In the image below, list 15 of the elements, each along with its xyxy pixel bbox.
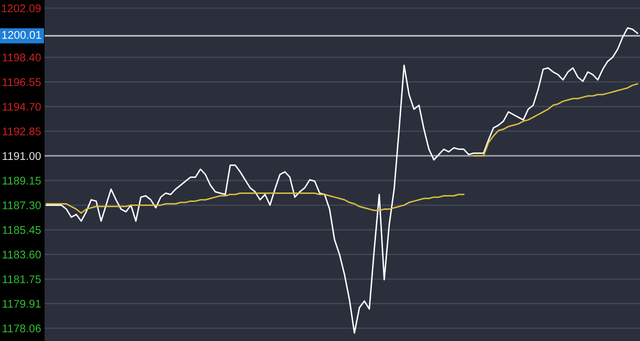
ref-line-label: 1200.01 — [2, 30, 42, 39]
y-tick-label: 1178.06 — [2, 324, 41, 332]
y-tick-label: 1202.09 — [2, 4, 41, 12]
y-tick-label: 1185.45 — [2, 226, 41, 234]
y-tick-label: 1192.85 — [2, 127, 41, 136]
y-tick-label: 1183.60 — [2, 250, 41, 259]
y-tick-label: 1196.55 — [2, 78, 41, 86]
y-tick-label: 1179.91 — [2, 300, 41, 308]
line-series — [46, 27, 638, 334]
y-tick-label: 1187.30 — [2, 201, 41, 210]
y-tick-label: 1191.00 — [2, 152, 41, 160]
y-tick-label: 1189.15 — [2, 176, 41, 185]
y-tick-label: 1198.40 — [2, 54, 41, 62]
y-tick-label: 1181.75 — [2, 275, 41, 284]
y-tick-label: 1194.70 — [2, 102, 41, 111]
